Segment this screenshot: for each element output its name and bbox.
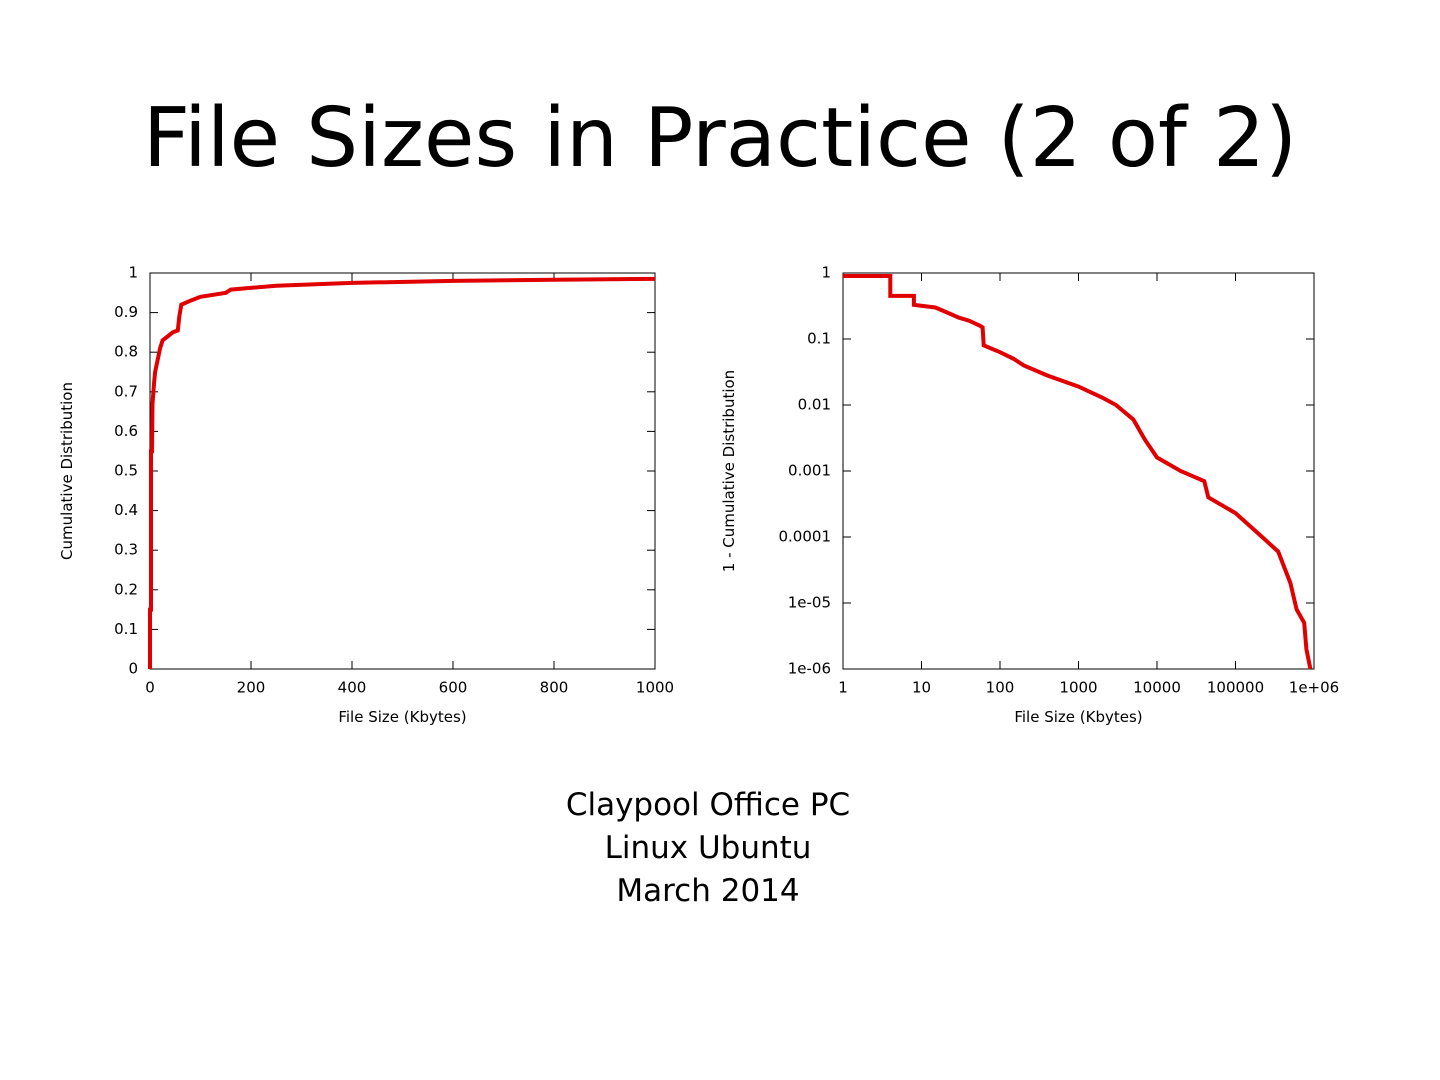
x-tick-label: 600 <box>439 679 468 697</box>
y-tick-label: 0.4 <box>114 501 138 519</box>
slide-title: File Sizes in Practice (2 of 2) <box>143 91 1297 186</box>
x-axis-label: File Size (Kbytes) <box>338 708 466 726</box>
y-axis-label: Cumulative Distribution <box>58 382 76 560</box>
plot-frame <box>842 272 1315 670</box>
y-tick-label: 0.5 <box>114 462 138 480</box>
y-tick-label: 0 <box>128 660 138 678</box>
x-tick-label: 100000 <box>1207 679 1264 697</box>
x-axis-label: File Size (Kbytes) <box>1014 708 1142 726</box>
data-line <box>148 276 656 669</box>
x-tick-label: 100 <box>986 679 1015 697</box>
x-tick-label: 0 <box>145 679 155 697</box>
y-tick-label: 0.1 <box>807 330 831 348</box>
x-tick-label: 200 <box>237 679 266 697</box>
x-tick-label: 1000 <box>1059 679 1097 697</box>
y-tick-label: 0.9 <box>114 303 138 321</box>
x-tick-label: 1000 <box>636 679 674 697</box>
caption-line: March 2014 <box>616 873 799 909</box>
y-tick-label: 1e-05 <box>788 594 831 612</box>
y-tick-label: 0.2 <box>114 580 138 598</box>
caption-line: Linux Ubuntu <box>605 830 812 866</box>
x-tick-label: 1e+06 <box>1289 679 1339 697</box>
x-tick-label: 10 <box>912 679 931 697</box>
y-axis-label: 1 - Cumulative Distribution <box>720 370 738 572</box>
y-tick-label: 0.1 <box>114 620 138 638</box>
plot-frame <box>149 272 656 670</box>
data-line <box>843 274 1313 670</box>
x-tick-label: 1 <box>838 679 848 697</box>
y-tick-label: 0.01 <box>798 396 831 414</box>
y-tick-label: 0.6 <box>114 422 138 440</box>
y-tick-label: 0.0001 <box>779 528 832 546</box>
y-tick-label: 0.3 <box>114 541 138 559</box>
y-tick-label: 1 <box>821 264 831 282</box>
x-tick-label: 800 <box>540 679 569 697</box>
y-tick-label: 0.001 <box>788 462 831 480</box>
y-tick-label: 1e-06 <box>788 660 831 678</box>
caption-line: Claypool Office PC <box>566 787 850 823</box>
x-tick-label: 10000 <box>1133 679 1181 697</box>
y-tick-label: 0.7 <box>114 382 138 400</box>
x-tick-label: 400 <box>338 679 367 697</box>
y-tick-label: 1 <box>128 264 138 282</box>
y-tick-label: 0.8 <box>114 343 138 361</box>
